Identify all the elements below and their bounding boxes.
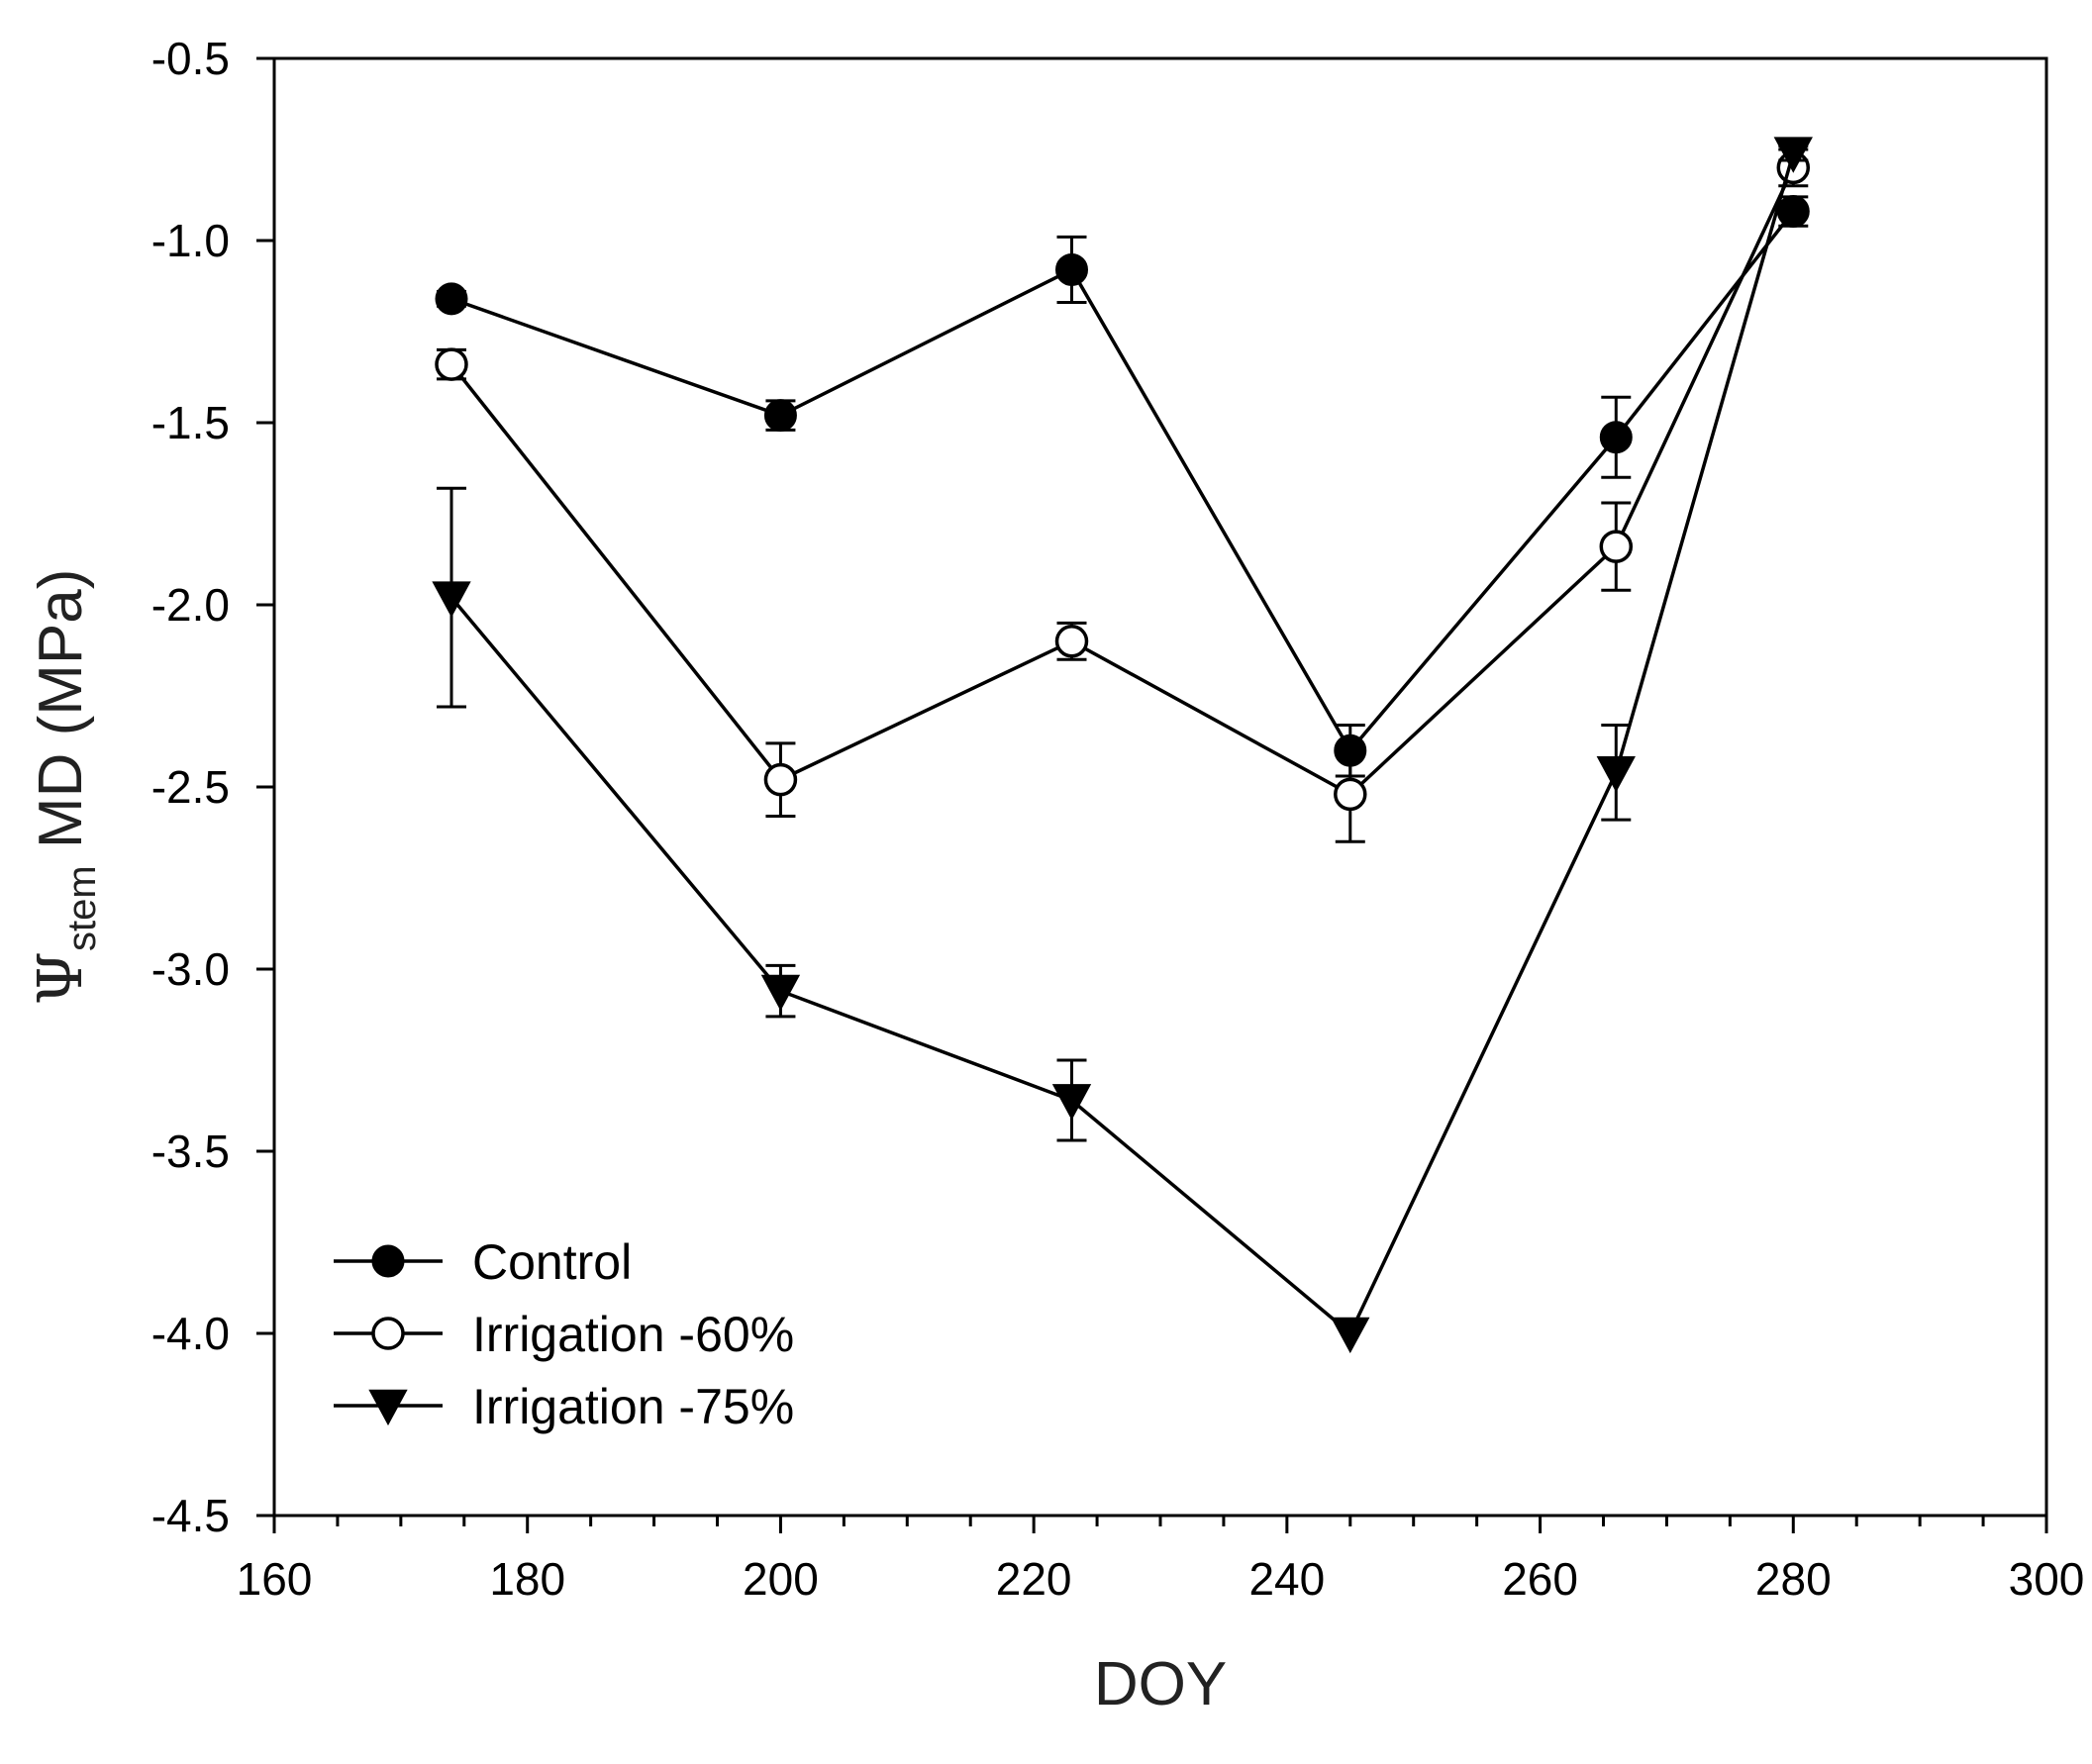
x-axis-title: DOY [1094,1650,1227,1718]
axes-layer: 160 180 200 220 240 260 280 300 -0.5 -1.0 -1.5 -2.0… [151,33,2085,1605]
series-line [450,210,1795,754]
legend-label: Irrigation -60% [472,1307,794,1362]
x-tick-label: 220 [996,1553,1072,1605]
y-tick-label: -1.0 [151,215,230,266]
legend-item: Control [334,1234,632,1290]
legend-marker [371,1317,405,1350]
data-point [1596,755,1636,793]
y-tick-label: -4.0 [151,1308,230,1359]
data-point [763,399,797,433]
data-point [1055,252,1088,286]
legend-label: Control [472,1234,632,1290]
legend: Control Irrigation -60% Irrigation -75% [334,1234,794,1434]
y-axis-title-rest: MD (MPa) [27,569,95,866]
data-point [763,762,798,797]
legend-marker [371,1244,405,1278]
series-layer [432,137,1813,1354]
data-point [1599,530,1634,563]
data-point [1331,1317,1370,1354]
data-point [1776,195,1810,229]
data-point [1054,625,1089,658]
series-irrigation-75 [432,137,1813,1354]
y-tick-label: -3.5 [151,1126,230,1177]
y-tick-label: -3.0 [151,943,230,995]
legend-item: Irrigation -60% [334,1307,794,1362]
data-point [1599,421,1633,454]
x-tick-label: 280 [1755,1553,1832,1605]
y-tick-label: -2.0 [151,579,230,631]
data-point [435,347,468,381]
y-tick-label: -1.5 [151,397,230,448]
data-point [1334,777,1367,812]
legend-label: Irrigation -75% [472,1379,794,1434]
x-tick-label: 200 [743,1553,819,1605]
series-irrigation-60 [435,147,1811,843]
data-point [760,974,801,1012]
x-tick-label: 300 [2009,1553,2085,1605]
x-tick-label: 160 [237,1553,313,1605]
y-axis-title-subscript: stem [60,865,104,951]
series-line [449,152,1795,1336]
y-tick-label: -0.5 [151,33,230,84]
x-tick-label: 260 [1502,1553,1578,1605]
data-point [435,282,468,316]
x-tick-label: 180 [489,1553,565,1605]
data-point [1773,137,1813,173]
x-tick-label: 240 [1248,1553,1325,1605]
y-tick-label: -4.5 [151,1490,230,1541]
legend-marker [368,1389,408,1426]
legend-item: Irrigation -75% [334,1379,794,1434]
data-point [432,581,471,618]
y-axis-title: Ψstem MD (MPa) [24,569,104,1006]
y-tick-label: -2.5 [151,761,230,813]
y-axis-title-symbol: Ψ [24,951,96,1005]
data-point [1051,1084,1092,1121]
series-line [449,166,1795,797]
